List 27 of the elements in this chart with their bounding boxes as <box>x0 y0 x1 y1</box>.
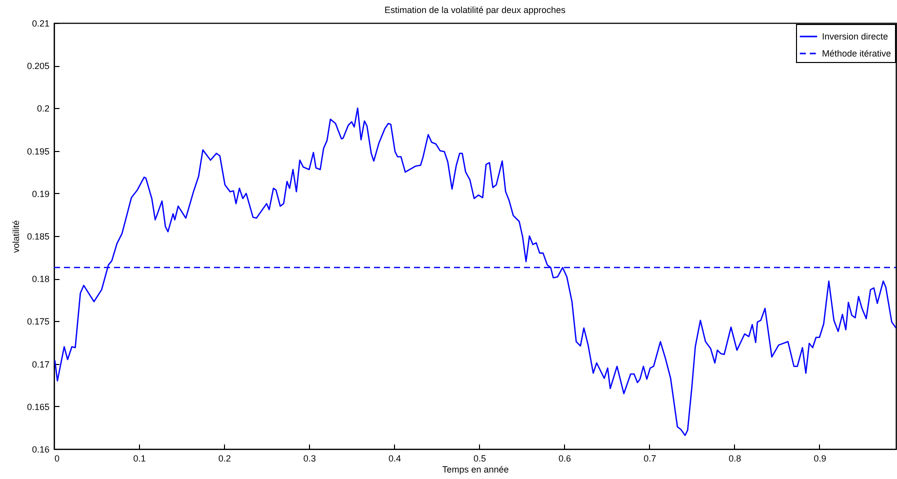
y-tick-label: 0.2 <box>36 104 50 114</box>
x-tick-label: 0.6 <box>558 454 572 464</box>
line-series <box>54 108 896 436</box>
x-tick-label: 0.7 <box>644 454 656 464</box>
x-tick-label: 0.1 <box>133 454 146 464</box>
x-tick-label: 0.2 <box>218 454 231 464</box>
y-tick-label: 0.18 <box>32 274 50 284</box>
x-tick-label: 0.5 <box>473 454 486 464</box>
legend-label: Inversion directe <box>822 32 888 42</box>
x-tick-label: 0.9 <box>814 454 826 464</box>
y-tick-label: 0.175 <box>26 316 50 327</box>
x-tick-label: 0.3 <box>303 454 316 464</box>
y-tick-label: 0.185 <box>26 232 50 242</box>
x-tick-label: 0.8 <box>728 454 742 464</box>
x-tick-label: 0 <box>54 454 60 464</box>
y-tick-label: 0.16 <box>32 444 50 454</box>
y-tick-label: 0.19 <box>32 188 50 199</box>
y-tick-label: 0.165 <box>26 402 50 412</box>
legend-label: Méthode itérative <box>822 48 892 58</box>
y-tick-label: 0.17 <box>32 359 50 370</box>
y-tick-label: 0.21 <box>32 18 50 28</box>
y-axis-title: volatilité <box>10 220 21 253</box>
y-tick-label: 0.195 <box>26 146 50 156</box>
x-axis-title: Temps en année <box>442 464 509 474</box>
y-tick-label: 0.205 <box>26 61 50 72</box>
x-tick-label: 0.4 <box>388 454 401 464</box>
chart-title: Estimation de la volatilité par deux approches <box>384 5 566 15</box>
